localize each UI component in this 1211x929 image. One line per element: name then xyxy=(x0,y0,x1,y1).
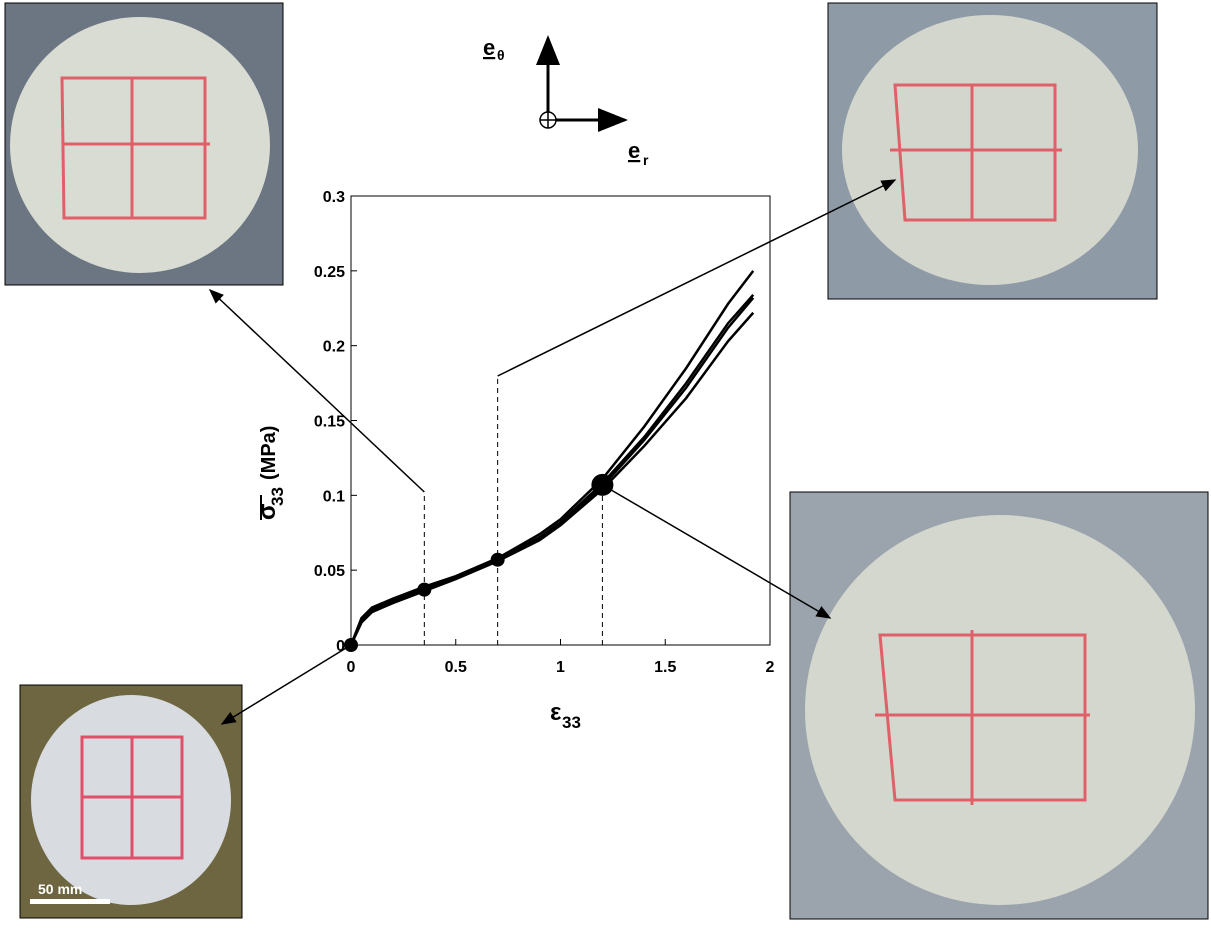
y-label: σ xyxy=(254,504,281,520)
x-tick-label: 0 xyxy=(347,659,356,676)
arrow xyxy=(220,644,352,725)
y-tick-label: 0 xyxy=(336,638,345,655)
y-tick-label: 0.05 xyxy=(314,563,345,580)
x-tick-label: 1.5 xyxy=(654,659,676,676)
y-tick-label: 0.3 xyxy=(323,189,345,206)
axis-r: e xyxy=(628,138,640,163)
point xyxy=(344,638,358,652)
axis-theta: e xyxy=(483,35,495,60)
scale-bar-label: 50 mm xyxy=(38,881,82,897)
point xyxy=(591,473,614,496)
photo-3 xyxy=(789,491,1209,920)
arrow xyxy=(602,484,832,619)
plot-frame xyxy=(350,195,771,646)
curve xyxy=(349,311,755,646)
x-tick-label: 0.5 xyxy=(445,659,467,676)
photo-1 xyxy=(4,2,284,286)
curve xyxy=(349,293,755,646)
curve xyxy=(349,270,755,646)
axis-r-sub: r xyxy=(643,152,649,168)
y-tick-label: 0.25 xyxy=(314,264,345,281)
point xyxy=(417,582,432,597)
x-tick-label: 1 xyxy=(556,659,565,676)
curve xyxy=(349,296,755,646)
y-tick-label: 0.2 xyxy=(323,339,345,356)
x-label: ε xyxy=(550,699,561,726)
arrow xyxy=(208,288,425,493)
photo-4: 50 mm xyxy=(19,684,243,919)
point xyxy=(490,552,505,567)
x-tick-label: 2 xyxy=(766,659,775,676)
axis-theta-sub: θ xyxy=(497,47,505,63)
arrow xyxy=(497,179,897,377)
photo-2 xyxy=(827,2,1158,300)
y-tick-label: 0.1 xyxy=(323,488,345,505)
y-label-sub: 33 xyxy=(268,487,287,506)
coordinate-axes: e θ e r xyxy=(483,35,649,168)
y-tick-label: 0.15 xyxy=(314,414,345,431)
y-label-unit: (MPa) xyxy=(258,426,280,480)
x-label-sub: 33 xyxy=(562,713,581,732)
